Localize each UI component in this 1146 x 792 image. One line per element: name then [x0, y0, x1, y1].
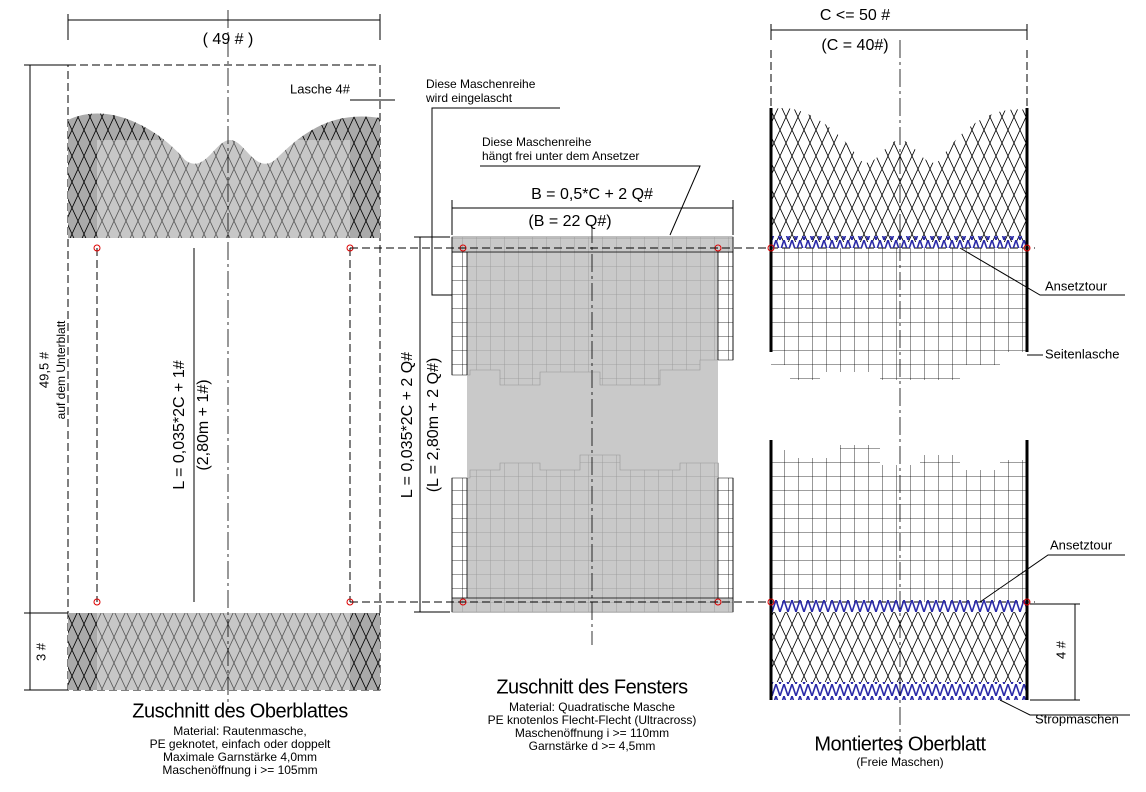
length-note: (2,80m + 1#): [195, 379, 212, 470]
leader-note: Diese Maschenreihe: [426, 77, 536, 91]
note: PE knotenlos Flecht-Flecht (Ultracross): [488, 713, 697, 727]
length-label: L = 0,035*2C + 2 Q#: [399, 352, 416, 498]
height-label: 49,5 #: [36, 351, 51, 388]
width-label: B = 0,5*C + 2 Q#: [531, 186, 653, 203]
callout: Stropmaschen: [1035, 711, 1119, 726]
note: Material: Quadratische Masche: [509, 700, 675, 714]
leader-note: Diese Maschenreihe: [482, 135, 592, 149]
note: Maschenöffnung i >= 105mm: [162, 763, 317, 777]
height-note: auf dem Unterblatt: [54, 320, 68, 419]
subtitle: (Freie Maschen): [856, 755, 943, 769]
callout: Ansetztour: [1045, 278, 1108, 293]
note: Maschenöffnung i >= 110mm: [515, 726, 669, 740]
width-note: (B = 22 Q#): [528, 213, 611, 230]
leader-note: hängt frei unter dem Ansetzer: [482, 149, 639, 163]
note: Material: Rautenmasche,: [173, 724, 306, 738]
leader-note: wird eingelascht: [425, 91, 513, 105]
left-panel: ( 49 # ) 49,5 # auf dem Unterblatt L = 0…: [24, 10, 395, 777]
width-label: C <= 50 #: [820, 7, 890, 24]
title: Zuschnitt des Oberblattes: [132, 700, 348, 722]
bottom-label: 3 #: [33, 642, 48, 661]
right-panel: C <= 50 # (C = 40#) Ansetztour Seitenlas…: [768, 7, 1130, 769]
note: PE geknotet, einfach oder doppelt: [150, 737, 331, 751]
bottom-label: 4 #: [1053, 640, 1068, 659]
middle-panel: B = 0,5*C + 2 Q# (B = 22 Q#) L = 0,035*2…: [399, 77, 733, 753]
callout: Seitenlasche: [1045, 346, 1119, 361]
note: Garnstärke d >= 4,5mm: [529, 739, 656, 753]
title: Zuschnitt des Fensters: [496, 676, 688, 698]
width-note: (C = 40#): [821, 37, 888, 54]
length-label: L = 0,035*2C + 1#: [171, 360, 188, 489]
title: Montiertes Oberblatt: [814, 733, 986, 755]
callout: Ansetztour: [1050, 537, 1113, 552]
lasche-label: Lasche 4#: [290, 81, 351, 96]
length-note: (L = 2,80m + 2 Q#): [425, 358, 442, 493]
drawing: ( 49 # ) 49,5 # auf dem Unterblatt L = 0…: [0, 0, 1146, 792]
note: Maximale Garnstärke 4,0mm: [163, 750, 317, 764]
